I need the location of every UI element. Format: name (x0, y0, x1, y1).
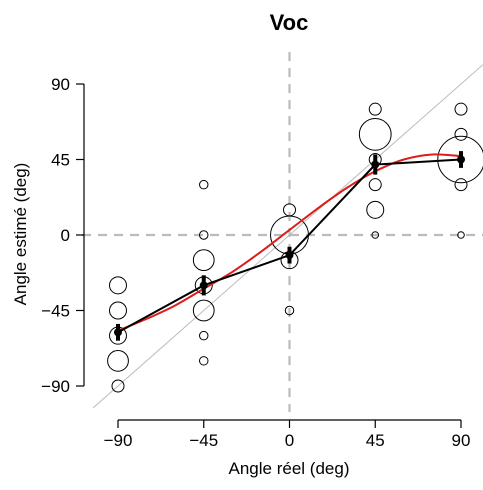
bubble (284, 305, 295, 316)
y-tick-label: 90 (51, 75, 70, 94)
fit-curve-group (117, 153, 462, 332)
y-tick-label: −45 (41, 302, 70, 321)
bubble (371, 231, 380, 239)
identity-line (92, 63, 483, 409)
bubble (368, 102, 382, 116)
mean-point (457, 155, 465, 164)
x-tick-label: 0 (285, 431, 294, 450)
mean-point (285, 251, 294, 260)
mean-series-group (114, 151, 465, 341)
x-tick-label: −45 (189, 431, 218, 450)
bubble (192, 249, 215, 272)
bubble (454, 127, 468, 141)
bubble (358, 117, 392, 151)
y-tick-label: 45 (51, 151, 70, 170)
bubble (111, 379, 125, 393)
bubble (366, 200, 385, 219)
y-axis-label: Angle estimé (deg) (11, 163, 30, 306)
bubble (437, 135, 483, 184)
x-axis-label: Angle réel (deg) (229, 459, 350, 478)
x-tick-label: 90 (452, 431, 471, 450)
bubble (368, 178, 382, 192)
bubble (199, 179, 209, 190)
bubble (199, 330, 209, 341)
bubble (454, 102, 468, 116)
mean-point (371, 160, 380, 169)
reference-lines (82, 52, 483, 412)
x-tick-label: 45 (366, 431, 385, 450)
mean-point (114, 328, 122, 337)
bubble (454, 178, 468, 192)
bubble (199, 230, 209, 240)
bubble (192, 299, 215, 322)
y-axis: −90 −45 0 45 90 (41, 75, 85, 396)
fit-curve (117, 153, 462, 332)
bubble (199, 356, 209, 366)
bubble (109, 301, 127, 320)
plot-area (82, 52, 483, 412)
y-tick-label: −90 (41, 377, 70, 396)
x-axis: −90 −45 0 45 90 (104, 419, 471, 450)
bubble (457, 231, 465, 239)
bubble (109, 276, 127, 295)
y-tick-label: 0 (61, 226, 70, 245)
chart-title: Voc (270, 10, 309, 35)
bubble (107, 349, 129, 372)
mean-point (199, 281, 208, 290)
x-tick-label: −90 (104, 431, 133, 450)
